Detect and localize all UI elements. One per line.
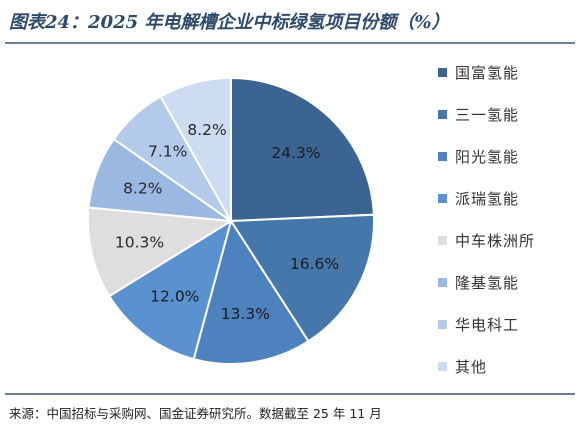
pie-slice-4: [107, 218, 233, 361]
pie-slice-5: [87, 206, 235, 298]
pie-slice-2: [229, 213, 375, 343]
legend-swatch: [438, 194, 447, 203]
legend-label: 派瑞氢能: [455, 190, 520, 208]
legend-swatch: [438, 236, 447, 245]
legend-swatch: [438, 152, 447, 161]
slice-label-4: 12.0%: [150, 287, 199, 305]
chart-title: 图表24：2025 年电解槽企业中标绿氢项目份额（%）: [9, 12, 450, 33]
slice-label-3: 13.3%: [221, 305, 270, 323]
legend-label: 中车株洲所: [455, 232, 536, 250]
legend-label: 华电科工: [455, 316, 520, 334]
pie-slices: [87, 76, 375, 365]
pie-slice-1: [230, 76, 375, 223]
legend-swatch: [438, 110, 447, 119]
legend-label: 其他: [455, 358, 488, 376]
legend-label: 阳光氢能: [455, 148, 520, 166]
legend-swatch: [438, 278, 447, 287]
legend-label: 隆基氢能: [455, 274, 520, 292]
pie-slice-8: [159, 76, 232, 225]
legend-swatch: [438, 362, 447, 371]
source-note: 来源：中国招标与采购网、国金证券研究所。数据截至 25 年 11 月: [9, 406, 382, 421]
slice-label-7: 7.1%: [148, 143, 187, 161]
slice-label-5: 10.3%: [115, 233, 164, 251]
slice-label-2: 16.6%: [290, 255, 339, 273]
slice-label-6: 8.2%: [123, 180, 162, 198]
title-divider: [5, 42, 575, 44]
pie-data-labels: 24.3%16.6%13.3%12.0%10.3%8.2%7.1%8.2%: [115, 121, 339, 323]
slice-label-8: 8.2%: [187, 121, 226, 139]
pie-chart: 24.3%16.6%13.3%12.0%10.3%8.2%7.1%8.2%: [87, 76, 375, 365]
slice-label-1: 24.3%: [271, 144, 320, 162]
legend-label: 三一氢能: [455, 106, 520, 124]
source-divider: [5, 393, 575, 395]
legend-swatch: [438, 68, 447, 77]
legend-swatch: [438, 320, 447, 329]
legend-label: 国富氢能: [455, 64, 520, 82]
